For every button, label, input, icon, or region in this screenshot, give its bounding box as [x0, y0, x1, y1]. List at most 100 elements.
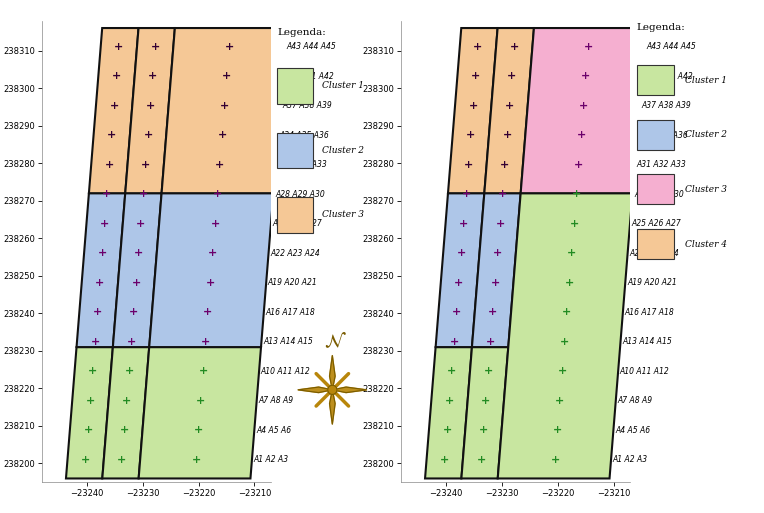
Text: A7 A8 A9: A7 A8 A9	[258, 396, 293, 405]
Polygon shape	[461, 347, 508, 479]
Text: +: +	[194, 425, 203, 435]
Polygon shape	[329, 356, 335, 390]
Text: +: +	[567, 248, 576, 258]
Text: +: +	[461, 189, 471, 199]
Text: +: +	[218, 130, 227, 140]
Text: +: +	[213, 189, 222, 199]
Text: +: +	[452, 307, 461, 317]
Polygon shape	[497, 193, 633, 479]
Circle shape	[328, 385, 337, 394]
Text: +: +	[196, 396, 206, 406]
Text: +: +	[569, 219, 579, 229]
Text: +: +	[192, 455, 201, 465]
Bar	[636, 229, 675, 259]
Polygon shape	[329, 390, 335, 424]
Polygon shape	[520, 28, 646, 193]
Text: A43 A44 A45: A43 A44 A45	[646, 42, 696, 51]
Text: +: +	[98, 248, 107, 258]
Text: +: +	[493, 248, 502, 258]
Text: +: +	[220, 101, 229, 111]
Text: +: +	[102, 189, 112, 199]
Text: +: +	[118, 455, 127, 465]
Polygon shape	[89, 28, 138, 193]
Text: +: +	[442, 425, 452, 435]
Text: +: +	[477, 455, 486, 465]
Text: +: +	[455, 278, 464, 288]
Text: +: +	[498, 189, 507, 199]
Text: +: +	[468, 101, 478, 111]
Text: +: +	[551, 455, 560, 465]
Text: A37 A38 A39: A37 A38 A39	[282, 101, 332, 110]
Polygon shape	[66, 347, 113, 479]
Text: A25 A26 A27: A25 A26 A27	[632, 219, 681, 228]
Text: +: +	[507, 71, 516, 81]
Text: +: +	[208, 248, 217, 258]
Text: +: +	[136, 219, 146, 229]
Text: +: +	[479, 425, 488, 435]
Text: +: +	[148, 71, 157, 81]
Text: A7 A8 A9: A7 A8 A9	[617, 396, 652, 405]
Bar	[636, 120, 675, 150]
Text: +: +	[146, 101, 155, 111]
Polygon shape	[161, 28, 286, 193]
Text: +: +	[484, 366, 493, 376]
Text: +: +	[449, 337, 459, 347]
Text: +: +	[151, 42, 160, 52]
Text: +: +	[141, 160, 151, 170]
Polygon shape	[149, 193, 274, 347]
Text: +: +	[120, 425, 129, 435]
Bar	[636, 174, 675, 205]
Polygon shape	[448, 28, 497, 193]
Text: +: +	[490, 278, 500, 288]
Text: A40 A41 A42: A40 A41 A42	[643, 72, 693, 81]
Bar	[277, 197, 312, 232]
Text: A10 A11 A12: A10 A11 A12	[620, 367, 669, 376]
Text: Cluster 3: Cluster 3	[322, 210, 364, 220]
Polygon shape	[435, 193, 484, 347]
Text: +: +	[577, 130, 586, 140]
Text: +: +	[579, 101, 588, 111]
Text: A16 A17 A18: A16 A17 A18	[266, 308, 316, 317]
Text: +: +	[486, 337, 495, 347]
Text: Cluster 1: Cluster 1	[685, 75, 727, 85]
Text: +: +	[445, 396, 454, 406]
Polygon shape	[125, 28, 175, 193]
Text: +: +	[215, 160, 225, 170]
Polygon shape	[425, 347, 472, 479]
Text: +: +	[481, 396, 490, 406]
Text: A4 A5 A6: A4 A5 A6	[256, 426, 291, 435]
Text: A1 A2 A3: A1 A2 A3	[613, 455, 648, 464]
Text: +: +	[222, 71, 231, 81]
Polygon shape	[113, 193, 161, 347]
Text: +: +	[555, 396, 565, 406]
Text: +: +	[457, 248, 466, 258]
Text: +: +	[93, 307, 102, 317]
Text: +: +	[90, 337, 100, 347]
Text: +: +	[558, 366, 567, 376]
Text: Cluster 3: Cluster 3	[685, 185, 727, 194]
Text: +: +	[459, 219, 468, 229]
Text: Cluster 4: Cluster 4	[685, 240, 727, 249]
Text: A1 A2 A3: A1 A2 A3	[254, 455, 289, 464]
Text: A31 A32 A33: A31 A32 A33	[636, 160, 686, 169]
Text: +: +	[109, 101, 118, 111]
Polygon shape	[298, 387, 332, 392]
Text: +: +	[112, 71, 121, 81]
Text: +: +	[553, 425, 562, 435]
Text: +: +	[86, 396, 95, 406]
Text: +: +	[199, 366, 208, 376]
Text: A34 A35 A36: A34 A35 A36	[280, 131, 329, 140]
Text: A28 A29 A30: A28 A29 A30	[275, 190, 325, 199]
Text: +: +	[503, 130, 512, 140]
Polygon shape	[484, 28, 534, 193]
Text: +: +	[201, 337, 210, 347]
Text: +: +	[510, 42, 519, 52]
Text: +: +	[203, 307, 212, 317]
Text: Cluster 2: Cluster 2	[322, 146, 364, 155]
Text: +: +	[466, 130, 475, 140]
Text: +: +	[107, 130, 116, 140]
Text: A19 A20 A21: A19 A20 A21	[627, 278, 677, 287]
Text: +: +	[464, 160, 473, 170]
Text: A4 A5 A6: A4 A5 A6	[615, 426, 650, 435]
Text: A37 A38 A39: A37 A38 A39	[641, 101, 691, 110]
